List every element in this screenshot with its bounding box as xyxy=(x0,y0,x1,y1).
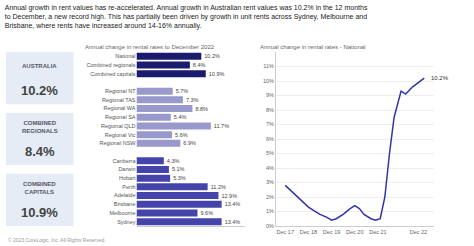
svg-text:10.9%: 10.9% xyxy=(21,205,58,220)
svg-text:6%: 6% xyxy=(266,136,274,142)
svg-text:Regional NSW: Regional NSW xyxy=(99,140,136,146)
svg-text:Hobart: Hobart xyxy=(119,175,136,181)
svg-text:6.9%: 6.9% xyxy=(183,140,196,146)
svg-text:2%: 2% xyxy=(266,194,274,200)
svg-text:Combined regionals: Combined regionals xyxy=(87,62,136,68)
svg-text:COMBINEDREGIONALS: COMBINEDREGIONALS xyxy=(22,120,58,134)
svg-text:10.9%: 10.9% xyxy=(209,71,225,77)
svg-text:© 2023 CoreLogic, Inc. All Rig: © 2023 CoreLogic, Inc. All Rights Reserv… xyxy=(8,237,106,243)
svg-text:Regional QLD: Regional QLD xyxy=(101,123,136,129)
svg-text:Regional TAS: Regional TAS xyxy=(102,97,136,103)
svg-text:Annual growth in rent values h: Annual growth in rent values has re-acce… xyxy=(5,4,368,30)
svg-text:Melbourne: Melbourne xyxy=(110,210,136,216)
svg-text:AUSTRALIA: AUSTRALIA xyxy=(22,63,57,69)
svg-text:Canberra: Canberra xyxy=(113,158,137,164)
svg-text:0%: 0% xyxy=(266,223,274,229)
svg-text:3%: 3% xyxy=(266,179,274,185)
svg-text:Regional Vic: Regional Vic xyxy=(105,132,136,138)
svg-text:5.4%: 5.4% xyxy=(174,114,187,120)
svg-text:11.7%: 11.7% xyxy=(214,123,229,129)
svg-text:Adelaide: Adelaide xyxy=(114,192,135,198)
svg-text:Dec 22: Dec 22 xyxy=(410,229,427,235)
svg-text:10.2%: 10.2% xyxy=(21,83,58,98)
svg-text:10.2%: 10.2% xyxy=(431,75,449,81)
svg-text:Dec 20: Dec 20 xyxy=(346,229,363,235)
svg-text:Annual change in rental rates: Annual change in rental rates - National xyxy=(260,44,365,50)
svg-text:7%: 7% xyxy=(266,121,274,127)
svg-text:Dec 18: Dec 18 xyxy=(300,229,317,235)
svg-text:9%: 9% xyxy=(266,92,274,98)
svg-text:Darwin: Darwin xyxy=(118,166,135,172)
svg-text:13.4%: 13.4% xyxy=(225,219,241,225)
svg-text:5%: 5% xyxy=(266,150,274,156)
svg-text:8.4%: 8.4% xyxy=(193,62,206,68)
svg-text:Combined capitals: Combined capitals xyxy=(90,71,135,77)
svg-text:5.7%: 5.7% xyxy=(176,88,189,94)
svg-text:National: National xyxy=(115,53,135,59)
svg-text:8%: 8% xyxy=(266,107,274,113)
svg-text:4%: 4% xyxy=(266,165,274,171)
svg-text:COMBINEDCAPITALS: COMBINEDCAPITALS xyxy=(23,181,56,195)
svg-text:11%: 11% xyxy=(263,63,274,69)
svg-text:5.3%: 5.3% xyxy=(173,175,186,181)
svg-text:Annual change in rental rates: Annual change in rental rates to Decembe… xyxy=(85,44,215,50)
svg-text:Perth: Perth xyxy=(122,184,135,190)
svg-text:Regional WA: Regional WA xyxy=(104,105,136,111)
svg-text:11.2%: 11.2% xyxy=(211,184,226,190)
svg-text:8.8%: 8.8% xyxy=(195,106,208,112)
svg-text:7.3%: 7.3% xyxy=(186,97,199,103)
svg-text:Regional NT: Regional NT xyxy=(105,88,136,94)
svg-text:Regional SA: Regional SA xyxy=(105,114,136,120)
svg-text:5.6%: 5.6% xyxy=(175,132,188,138)
svg-text:8.4%: 8.4% xyxy=(25,144,55,159)
svg-text:10%: 10% xyxy=(263,78,274,84)
svg-text:Dec 17: Dec 17 xyxy=(277,229,294,235)
svg-text:Brisbane: Brisbane xyxy=(114,201,136,207)
svg-text:Dec 19: Dec 19 xyxy=(323,229,340,235)
svg-text:1%: 1% xyxy=(266,208,274,214)
svg-text:9.6%: 9.6% xyxy=(200,210,213,216)
svg-text:12.9%: 12.9% xyxy=(221,193,237,199)
svg-text:10.2%: 10.2% xyxy=(204,53,220,59)
svg-text:13.4%: 13.4% xyxy=(225,201,241,207)
svg-text:Dec 21: Dec 21 xyxy=(369,229,386,235)
svg-text:4.3%: 4.3% xyxy=(167,158,180,164)
svg-text:5.1%: 5.1% xyxy=(172,166,185,172)
svg-text:Sydney: Sydney xyxy=(117,219,136,225)
